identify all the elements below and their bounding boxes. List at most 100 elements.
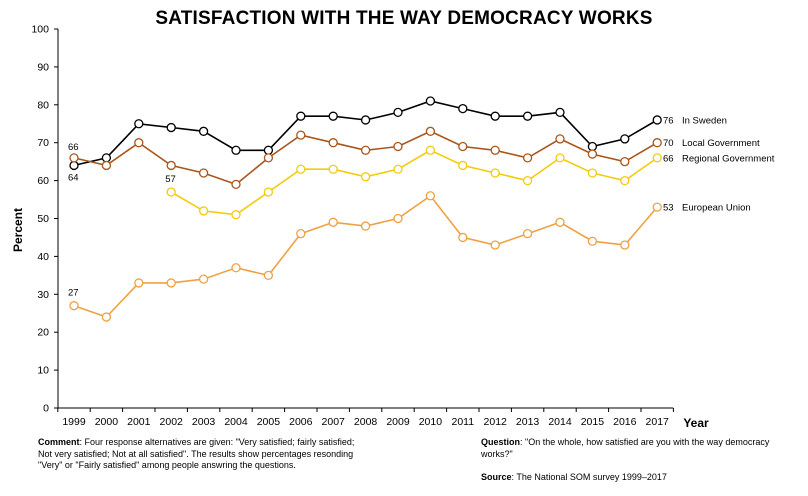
- data-point: [198, 126, 209, 136]
- x-tick-label: 2016: [613, 416, 637, 428]
- data-point: [425, 145, 436, 155]
- x-tick-label: 2002: [160, 416, 184, 428]
- start-value-label: 64: [68, 172, 79, 183]
- y-tick-label: 60: [37, 175, 49, 187]
- data-point: [652, 138, 662, 148]
- data-point: [522, 175, 533, 186]
- series-local-government: [69, 126, 662, 190]
- end-value-label: 76: [663, 115, 674, 126]
- data-point: [360, 145, 371, 155]
- comment-label: Comment: [38, 437, 80, 447]
- data-point: [425, 96, 436, 106]
- data-point: [652, 202, 662, 212]
- data-point: [587, 149, 598, 159]
- data-point: [231, 179, 241, 190]
- data-point: [490, 111, 500, 121]
- x-tick-label: 2009: [386, 416, 410, 428]
- data-point: [231, 210, 241, 220]
- x-tick-label: 2003: [192, 416, 216, 428]
- source-label: Source: [481, 472, 512, 482]
- x-tick-label: 2000: [95, 416, 119, 428]
- data-point: [458, 103, 468, 114]
- data-point: [296, 164, 306, 174]
- data-point: [587, 236, 598, 246]
- data-point: [458, 232, 468, 243]
- x-tick-label: 2004: [224, 416, 248, 428]
- legend-label: In Sweden: [682, 115, 727, 126]
- data-point: [490, 168, 500, 178]
- data-point: [198, 274, 209, 284]
- data-point: [198, 168, 209, 178]
- series-line: [170, 149, 658, 216]
- data-point: [263, 187, 274, 197]
- y-tick-label: 100: [31, 24, 49, 36]
- labels-layer: 76 In Sweden 70 Local Government 66 Regional …: [68, 115, 775, 298]
- start-value-label: 57: [165, 174, 176, 185]
- data-point: [134, 119, 144, 129]
- y-tick-label: 10: [37, 365, 49, 377]
- data-point: [328, 138, 338, 148]
- data-point: [166, 278, 176, 288]
- series-layer: [69, 96, 662, 322]
- x-tick-label: 2015: [581, 416, 605, 428]
- end-value-label: 66: [663, 153, 674, 164]
- data-point: [134, 278, 144, 288]
- y-tick-label: 30: [37, 289, 49, 301]
- start-value-label: 27: [68, 288, 79, 299]
- y-tick-label: 70: [37, 137, 49, 149]
- data-point: [101, 312, 112, 322]
- legend-label: European Union: [682, 203, 751, 214]
- data-point: [166, 160, 176, 171]
- axes: 0 10 20 30 40 50 60 70 80 90 100 1999 2000 2001 2002 20…: [11, 24, 709, 431]
- y-tick-label: 40: [37, 251, 49, 263]
- legend-label: Regional Government: [682, 153, 775, 164]
- start-value-label: 66: [68, 142, 79, 153]
- data-point: [620, 156, 630, 167]
- y-axis-title: Percent: [11, 208, 25, 252]
- series-line: [73, 100, 658, 167]
- y-tick-label: 50: [37, 213, 49, 225]
- data-point: [134, 138, 144, 148]
- end-value-label: 70: [663, 138, 674, 149]
- comment-text: : Four response alternatives are given: …: [38, 437, 355, 470]
- data-point: [393, 164, 403, 174]
- series-regional-government: [166, 145, 662, 220]
- data-point: [198, 206, 209, 216]
- data-point: [587, 141, 598, 152]
- source-text: : The National SOM survey 1999–2017: [511, 472, 667, 482]
- comment-note: Comment: Four response alternatives are …: [38, 437, 368, 472]
- data-point: [555, 107, 565, 118]
- x-tick-label: 1999: [62, 416, 86, 428]
- data-point: [652, 115, 662, 125]
- data-point: [555, 153, 565, 163]
- end-value-label: 53: [663, 203, 674, 214]
- series-in-sweden: [69, 96, 662, 171]
- x-tick-label: 2010: [419, 416, 443, 428]
- chart-title: SATISFACTION WITH THE WAY DEMOCRACY WORK…: [155, 8, 653, 29]
- x-tick-label: 2005: [257, 416, 281, 428]
- data-point: [263, 153, 274, 163]
- data-point: [425, 191, 436, 201]
- data-point: [360, 221, 371, 231]
- data-point: [360, 172, 371, 182]
- data-point: [328, 164, 338, 174]
- question-note: Question: "On the whole, how satisfied a…: [481, 437, 771, 460]
- data-point: [296, 111, 306, 121]
- x-tick-label: 2007: [322, 416, 346, 428]
- y-tick-label: 80: [37, 99, 49, 111]
- data-point: [652, 153, 662, 163]
- data-point: [425, 126, 436, 136]
- data-point: [101, 153, 112, 163]
- data-point: [263, 145, 274, 155]
- data-point: [555, 217, 565, 227]
- data-point: [231, 145, 241, 155]
- x-tick-label: 2001: [127, 416, 151, 428]
- data-point: [296, 130, 306, 140]
- data-point: [555, 134, 565, 144]
- data-point: [231, 263, 241, 273]
- data-point: [360, 115, 371, 125]
- data-point: [69, 153, 79, 163]
- y-tick-label: 0: [43, 403, 49, 415]
- data-point: [620, 240, 630, 250]
- x-tick-label: 2006: [289, 416, 313, 428]
